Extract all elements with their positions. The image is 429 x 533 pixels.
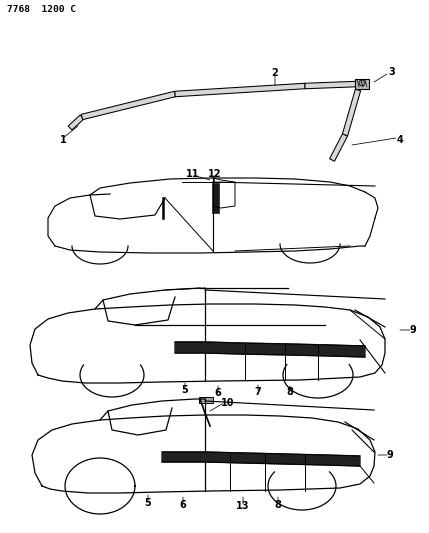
Text: 8: 8 [287, 387, 293, 397]
Text: 7768  1200 C: 7768 1200 C [7, 5, 76, 14]
Polygon shape [175, 342, 365, 357]
Text: 3: 3 [389, 67, 396, 77]
Bar [212, 183, 219, 213]
Polygon shape [342, 89, 361, 136]
Text: 11: 11 [186, 169, 200, 179]
Polygon shape [329, 134, 347, 161]
Text: 7: 7 [255, 387, 261, 397]
Polygon shape [82, 91, 175, 120]
Polygon shape [162, 452, 360, 466]
Bar [355, 79, 369, 89]
Bar [199, 397, 213, 403]
Text: 5: 5 [181, 385, 188, 395]
Text: 13: 13 [236, 501, 250, 511]
Text: 9: 9 [387, 450, 393, 460]
Text: 6: 6 [180, 500, 186, 510]
Text: 10: 10 [221, 398, 235, 408]
Circle shape [359, 80, 365, 86]
Text: 4: 4 [397, 135, 403, 145]
Text: 1: 1 [60, 135, 66, 145]
Polygon shape [175, 83, 305, 97]
Text: 6: 6 [214, 388, 221, 398]
Polygon shape [305, 81, 358, 89]
Text: 5: 5 [145, 498, 151, 508]
Text: 2: 2 [272, 68, 278, 78]
Text: 9: 9 [410, 325, 417, 335]
Text: 12: 12 [208, 169, 222, 179]
Polygon shape [68, 115, 84, 130]
Text: 8: 8 [275, 500, 281, 510]
